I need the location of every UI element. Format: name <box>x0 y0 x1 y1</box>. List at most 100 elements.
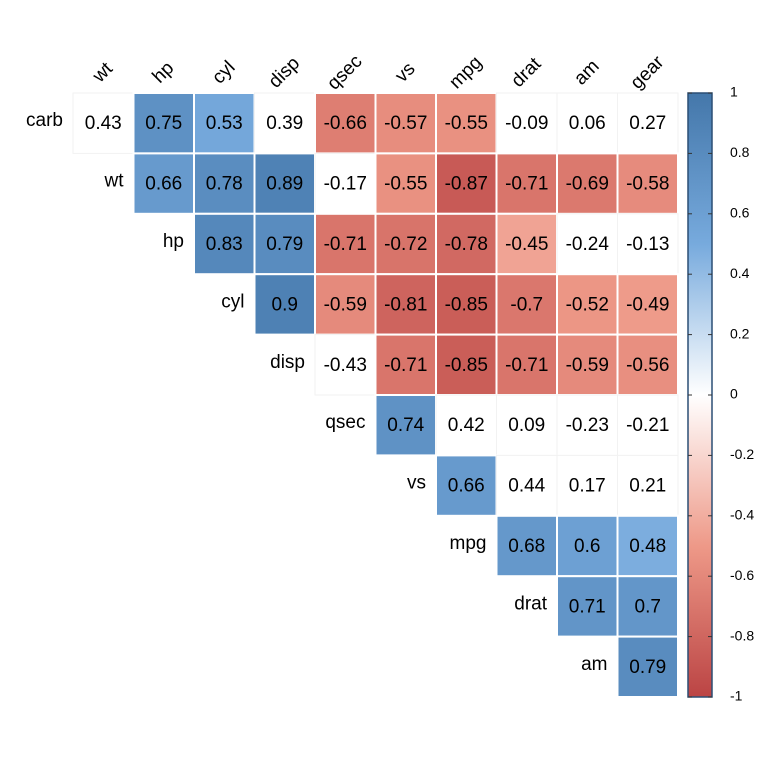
cell-label: -0.78 <box>445 234 488 255</box>
cell <box>314 334 376 396</box>
cell <box>374 92 437 155</box>
row-label: cyl <box>221 291 244 312</box>
cell-label: 0.66 <box>448 476 485 497</box>
cell-label: 0.89 <box>266 174 303 195</box>
colorbar-label: 1 <box>730 84 738 100</box>
colorbar-label: 0.8 <box>730 144 750 160</box>
cell-label: -0.43 <box>324 355 367 376</box>
column-label: qsec <box>323 51 366 94</box>
cell <box>556 514 619 578</box>
cell <box>435 273 498 336</box>
cell <box>374 394 437 457</box>
cell-label: -0.24 <box>566 234 610 255</box>
cell-label: -0.85 <box>445 294 488 315</box>
cell-label: 0.68 <box>508 536 545 557</box>
cell-label: -0.71 <box>324 234 367 255</box>
cell-label: 0.7 <box>635 596 661 617</box>
colorbar-label: 0.6 <box>730 205 750 221</box>
cell-label: 0.27 <box>629 113 666 134</box>
cell-label: 0.17 <box>569 476 606 497</box>
cell <box>193 212 256 276</box>
colorbar-label: -0.8 <box>730 627 754 643</box>
cell <box>435 454 498 517</box>
cell <box>314 273 377 336</box>
cell-label: -0.55 <box>445 113 488 134</box>
cell-label: 0.71 <box>569 596 606 617</box>
cell <box>435 152 498 215</box>
cell-label: -0.09 <box>505 113 548 134</box>
cell <box>435 394 497 456</box>
cell-label: -0.55 <box>384 174 427 195</box>
colorbar-label: -0.4 <box>730 507 754 523</box>
column-label: wt <box>88 58 118 88</box>
cell <box>496 454 558 517</box>
cell-label: 0.9 <box>272 294 298 315</box>
cell <box>496 394 558 456</box>
cell-label: 0.78 <box>206 174 243 195</box>
cell <box>617 213 679 275</box>
cell <box>617 454 679 517</box>
cell-label: 0.21 <box>629 476 666 497</box>
cell <box>496 92 558 154</box>
cell <box>616 152 679 215</box>
column-label: vs <box>391 59 419 87</box>
cell <box>616 635 679 698</box>
colorbar-label: 0 <box>730 386 738 402</box>
colorbar-label: -0.2 <box>730 446 754 462</box>
cell-label: 0.44 <box>508 476 545 497</box>
cell-label: 0.42 <box>448 415 485 436</box>
cell <box>616 514 679 578</box>
row-label: mpg <box>450 533 487 554</box>
cell <box>314 152 376 215</box>
cell-label: -0.66 <box>324 113 367 134</box>
cell-label: -0.56 <box>626 355 669 376</box>
cell-label: 0.09 <box>508 415 545 436</box>
cell-label: 0.43 <box>85 113 122 134</box>
column-label: mpg <box>445 52 486 93</box>
cell-label: -0.69 <box>566 174 609 195</box>
row-label: vs <box>407 473 426 494</box>
cell <box>253 212 316 276</box>
cell <box>495 152 558 215</box>
cell <box>374 212 437 276</box>
cell <box>193 152 256 215</box>
cell-label: 0.6 <box>574 536 600 557</box>
cell-label: -0.71 <box>384 355 427 376</box>
row-label: wt <box>104 171 125 192</box>
cell <box>374 333 437 397</box>
cell <box>72 92 134 154</box>
cell <box>556 575 619 638</box>
row-label: carb <box>26 110 63 131</box>
row-label: qsec <box>325 412 365 433</box>
cell-label: 0.53 <box>206 113 243 134</box>
cell-label: -0.49 <box>626 294 669 315</box>
column-label: drat <box>507 53 546 92</box>
cell-label: -0.58 <box>626 174 669 195</box>
cell-label: -0.17 <box>324 174 367 195</box>
cell <box>556 454 618 517</box>
colorbar-label: 0.2 <box>730 325 750 341</box>
row-label: drat <box>514 593 547 614</box>
cell-label: 0.83 <box>206 234 243 255</box>
column-label: am <box>570 56 604 90</box>
cell <box>435 333 498 397</box>
cell <box>616 575 679 638</box>
cell-label: -0.81 <box>384 294 427 315</box>
cell-label: -0.13 <box>626 234 669 255</box>
cell-label: 0.79 <box>629 657 666 678</box>
column-label: cyl <box>208 57 239 88</box>
cell-label: 0.39 <box>266 113 303 134</box>
colorbar-label: -1 <box>730 688 743 704</box>
cell-label: -0.7 <box>510 294 543 315</box>
colorbar-label: -0.6 <box>730 567 754 583</box>
row-label: disp <box>270 352 305 373</box>
colorbar-label: 0.4 <box>730 265 750 281</box>
cell-label: -0.45 <box>505 234 548 255</box>
row-label: hp <box>163 231 184 252</box>
cell-label: 0.66 <box>145 174 182 195</box>
cell-label: -0.23 <box>566 415 609 436</box>
cell-label: 0.06 <box>569 113 606 134</box>
cell-label: 0.79 <box>266 234 303 255</box>
cell-label: -0.59 <box>324 294 367 315</box>
